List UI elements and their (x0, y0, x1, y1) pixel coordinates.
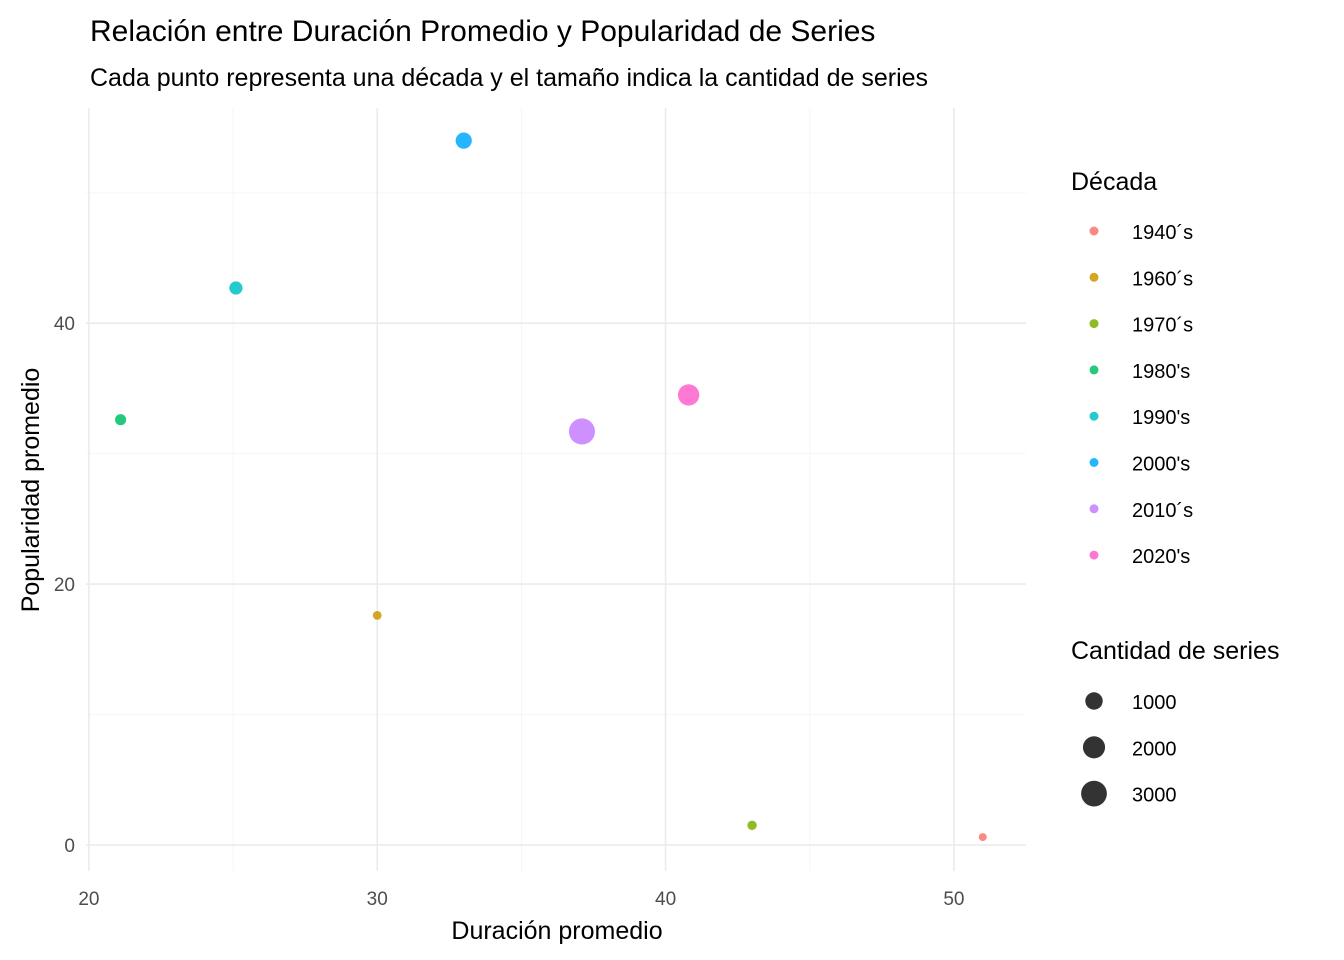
color-legend-key (1089, 411, 1099, 421)
x-tick-label: 40 (655, 889, 676, 910)
x-tick-label: 20 (78, 889, 99, 910)
color-legend-label: 1980's (1132, 361, 1190, 383)
color-legend-label: 1960´s (1132, 268, 1193, 290)
data-point (677, 384, 700, 406)
color-legend-title: Década (1071, 168, 1157, 196)
data-point (455, 132, 472, 149)
size-legend-key (1085, 692, 1103, 710)
data-points (115, 132, 987, 842)
y-tick-label: 40 (54, 314, 75, 335)
chart-subtitle: Cada punto representa una década y el ta… (90, 64, 928, 92)
size-legend-key (1082, 736, 1106, 759)
x-tick-label: 30 (367, 889, 388, 910)
size-legend-label: 3000 (1132, 785, 1177, 807)
x-tick-label: 50 (943, 889, 964, 910)
color-legend-key (1089, 272, 1099, 282)
color-legend-key (1089, 319, 1099, 329)
data-point (229, 281, 243, 295)
color-legend-label: 2020's (1132, 546, 1190, 568)
color-legend-label: 1990's (1132, 407, 1190, 429)
color-legend: Década 1940´s 1960´s 1970´s 1980's 1990's 200… (1071, 168, 1193, 568)
y-axis-title: Popularidad promedio (17, 368, 45, 613)
size-legend-label: 1000 (1132, 692, 1177, 714)
color-legend-label: 1940´s (1132, 222, 1193, 244)
axis-ticks: 20 30 40 50 0 20 40 (54, 314, 965, 910)
color-legend-key (1089, 550, 1099, 560)
size-legend-key (1081, 780, 1107, 807)
color-legend-key (1089, 458, 1099, 467)
data-point (568, 418, 596, 445)
color-legend-label: 2000's (1132, 454, 1190, 476)
data-point (978, 833, 987, 842)
data-point (372, 610, 382, 620)
y-tick-label: 0 (64, 836, 75, 857)
size-legend-title: Cantidad de series (1071, 637, 1279, 665)
grid (86, 108, 1026, 871)
color-legend-label: 1970´s (1132, 315, 1193, 337)
color-legend-label: 2010´s (1132, 500, 1193, 522)
data-point (115, 414, 127, 426)
color-legend-key (1089, 226, 1099, 236)
x-axis-title: Duración promedio (451, 917, 662, 945)
y-tick-label: 20 (54, 575, 75, 596)
size-legend: Cantidad de series 1000 2000 3000 (1071, 637, 1279, 807)
color-legend-key (1089, 504, 1099, 514)
size-legend-label: 2000 (1132, 738, 1177, 760)
data-point (747, 820, 757, 831)
color-legend-key (1089, 365, 1099, 375)
chart-title: Relación entre Duración Promedio y Popul… (90, 15, 875, 48)
